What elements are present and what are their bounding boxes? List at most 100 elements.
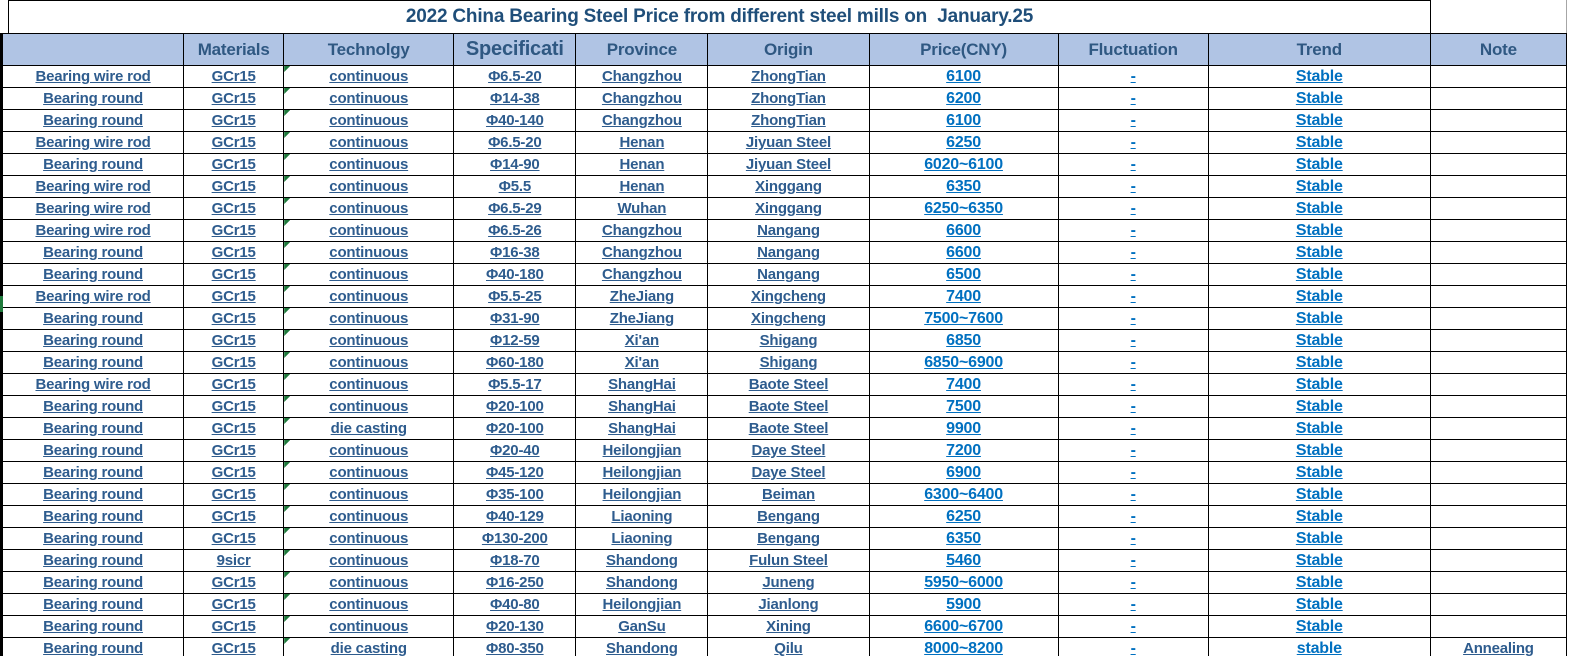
- cell-product[interactable]: Bearing round: [0, 395, 185, 418]
- cell-price[interactable]: 6900: [868, 461, 1059, 484]
- cell-note[interactable]: [1429, 593, 1568, 616]
- cell-trend[interactable]: Stable: [1207, 131, 1431, 154]
- cell-origin[interactable]: ZhongTian: [707, 109, 870, 132]
- cell-materials[interactable]: GCr15: [183, 505, 285, 528]
- cell-note[interactable]: [1429, 285, 1568, 308]
- cell-fluctuation[interactable]: -: [1057, 417, 1209, 440]
- cell-note[interactable]: [1429, 65, 1568, 88]
- cell-technology[interactable]: continuous: [283, 593, 455, 616]
- cell-technology[interactable]: continuous: [283, 307, 455, 330]
- cell-origin[interactable]: ZhongTian: [707, 65, 870, 88]
- cell-origin[interactable]: Xingcheng: [707, 307, 870, 330]
- cell-trend[interactable]: Stable: [1207, 109, 1431, 132]
- column-header-province[interactable]: Province: [575, 33, 709, 66]
- cell-origin[interactable]: Shigang: [707, 329, 870, 352]
- cell-product[interactable]: Bearing wire rod: [0, 175, 185, 198]
- cell-price[interactable]: 9900: [868, 417, 1059, 440]
- cell-specification[interactable]: Φ40-140: [453, 109, 577, 132]
- cell-price[interactable]: 6020~6100: [868, 153, 1059, 176]
- cell-note[interactable]: [1429, 351, 1568, 374]
- cell-fluctuation[interactable]: -: [1057, 483, 1209, 506]
- cell-materials[interactable]: GCr15: [183, 131, 285, 154]
- cell-price[interactable]: 6850: [868, 329, 1059, 352]
- cell-materials[interactable]: GCr15: [183, 637, 285, 656]
- cell-fluctuation[interactable]: -: [1057, 571, 1209, 594]
- cell-price[interactable]: 5950~6000: [868, 571, 1059, 594]
- cell-fluctuation[interactable]: -: [1057, 65, 1209, 88]
- cell-price[interactable]: 6500: [868, 263, 1059, 286]
- cell-province[interactable]: ShangHai: [575, 373, 709, 396]
- cell-price[interactable]: 7500~7600: [868, 307, 1059, 330]
- cell-note[interactable]: [1429, 307, 1568, 330]
- cell-trend[interactable]: Stable: [1207, 395, 1431, 418]
- cell-province[interactable]: ShangHai: [575, 417, 709, 440]
- cell-technology[interactable]: continuous: [283, 461, 455, 484]
- column-header-specification[interactable]: Specificati: [453, 33, 577, 66]
- cell-trend[interactable]: Stable: [1207, 593, 1431, 616]
- cell-technology[interactable]: continuous: [283, 175, 455, 198]
- column-header-materials[interactable]: Materials: [183, 33, 285, 66]
- cell-origin[interactable]: Jiyuan Steel: [707, 153, 870, 176]
- cell-materials[interactable]: GCr15: [183, 219, 285, 242]
- cell-product[interactable]: Bearing round: [0, 527, 185, 550]
- cell-origin[interactable]: ZhongTian: [707, 87, 870, 110]
- cell-product[interactable]: Bearing round: [0, 549, 185, 572]
- cell-fluctuation[interactable]: -: [1057, 131, 1209, 154]
- cell-origin[interactable]: Daye Steel: [707, 439, 870, 462]
- cell-technology[interactable]: continuous: [283, 373, 455, 396]
- cell-note[interactable]: [1429, 263, 1568, 286]
- cell-technology[interactable]: continuous: [283, 241, 455, 264]
- cell-price[interactable]: 7500: [868, 395, 1059, 418]
- cell-materials[interactable]: GCr15: [183, 417, 285, 440]
- cell-specification[interactable]: Φ14-38: [453, 87, 577, 110]
- cell-materials[interactable]: GCr15: [183, 615, 285, 638]
- cell-technology[interactable]: continuous: [283, 285, 455, 308]
- column-header-product[interactable]: [0, 33, 185, 66]
- cell-product[interactable]: Bearing wire rod: [0, 65, 185, 88]
- cell-materials[interactable]: GCr15: [183, 373, 285, 396]
- cell-fluctuation[interactable]: -: [1057, 373, 1209, 396]
- cell-price[interactable]: 5900: [868, 593, 1059, 616]
- cell-note[interactable]: [1429, 153, 1568, 176]
- cell-materials[interactable]: GCr15: [183, 263, 285, 286]
- cell-specification[interactable]: Φ20-100: [453, 417, 577, 440]
- cell-price[interactable]: 6250~6350: [868, 197, 1059, 220]
- cell-fluctuation[interactable]: -: [1057, 549, 1209, 572]
- cell-technology[interactable]: continuous: [283, 329, 455, 352]
- cell-fluctuation[interactable]: -: [1057, 329, 1209, 352]
- cell-note[interactable]: [1429, 483, 1568, 506]
- cell-price[interactable]: 6600~6700: [868, 615, 1059, 638]
- cell-trend[interactable]: Stable: [1207, 615, 1431, 638]
- cell-specification[interactable]: Φ14-90: [453, 153, 577, 176]
- cell-fluctuation[interactable]: -: [1057, 87, 1209, 110]
- cell-materials[interactable]: 9sicr: [183, 549, 285, 572]
- cell-technology[interactable]: continuous: [283, 549, 455, 572]
- cell-province[interactable]: Shandong: [575, 549, 709, 572]
- cell-technology[interactable]: continuous: [283, 219, 455, 242]
- cell-product[interactable]: Bearing round: [0, 615, 185, 638]
- cell-specification[interactable]: Φ16-38: [453, 241, 577, 264]
- cell-trend[interactable]: Stable: [1207, 329, 1431, 352]
- cell-specification[interactable]: Φ130-200: [453, 527, 577, 550]
- cell-technology[interactable]: continuous: [283, 505, 455, 528]
- cell-price[interactable]: 6600: [868, 219, 1059, 242]
- cell-trend[interactable]: Stable: [1207, 439, 1431, 462]
- cell-materials[interactable]: GCr15: [183, 439, 285, 462]
- cell-province[interactable]: Changzhou: [575, 219, 709, 242]
- cell-province[interactable]: GanSu: [575, 615, 709, 638]
- cell-materials[interactable]: GCr15: [183, 461, 285, 484]
- cell-specification[interactable]: Φ5.5-25: [453, 285, 577, 308]
- cell-price[interactable]: 6850~6900: [868, 351, 1059, 374]
- cell-product[interactable]: Bearing wire rod: [0, 285, 185, 308]
- cell-product[interactable]: Bearing round: [0, 483, 185, 506]
- cell-price[interactable]: 6300~6400: [868, 483, 1059, 506]
- cell-province[interactable]: Shandong: [575, 637, 709, 656]
- cell-province[interactable]: Heilongjian: [575, 593, 709, 616]
- cell-materials[interactable]: GCr15: [183, 109, 285, 132]
- cell-province[interactable]: Changzhou: [575, 263, 709, 286]
- cell-province[interactable]: Heilongjian: [575, 439, 709, 462]
- cell-materials[interactable]: GCr15: [183, 329, 285, 352]
- cell-province[interactable]: Liaoning: [575, 505, 709, 528]
- cell-product[interactable]: Bearing round: [0, 307, 185, 330]
- cell-trend[interactable]: Stable: [1207, 373, 1431, 396]
